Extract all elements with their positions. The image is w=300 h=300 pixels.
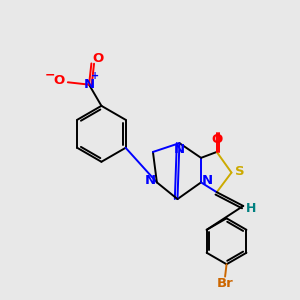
Text: S: S — [235, 165, 244, 178]
Text: +: + — [92, 71, 100, 81]
Text: N: N — [145, 174, 156, 188]
Text: H: H — [245, 202, 256, 215]
Text: O: O — [92, 52, 104, 64]
Text: O: O — [53, 74, 64, 87]
Text: Br: Br — [217, 278, 233, 290]
Text: O: O — [211, 133, 222, 146]
Text: N: N — [202, 174, 213, 188]
Text: N: N — [174, 143, 185, 156]
Text: −: − — [44, 68, 55, 81]
Text: N: N — [83, 78, 94, 91]
